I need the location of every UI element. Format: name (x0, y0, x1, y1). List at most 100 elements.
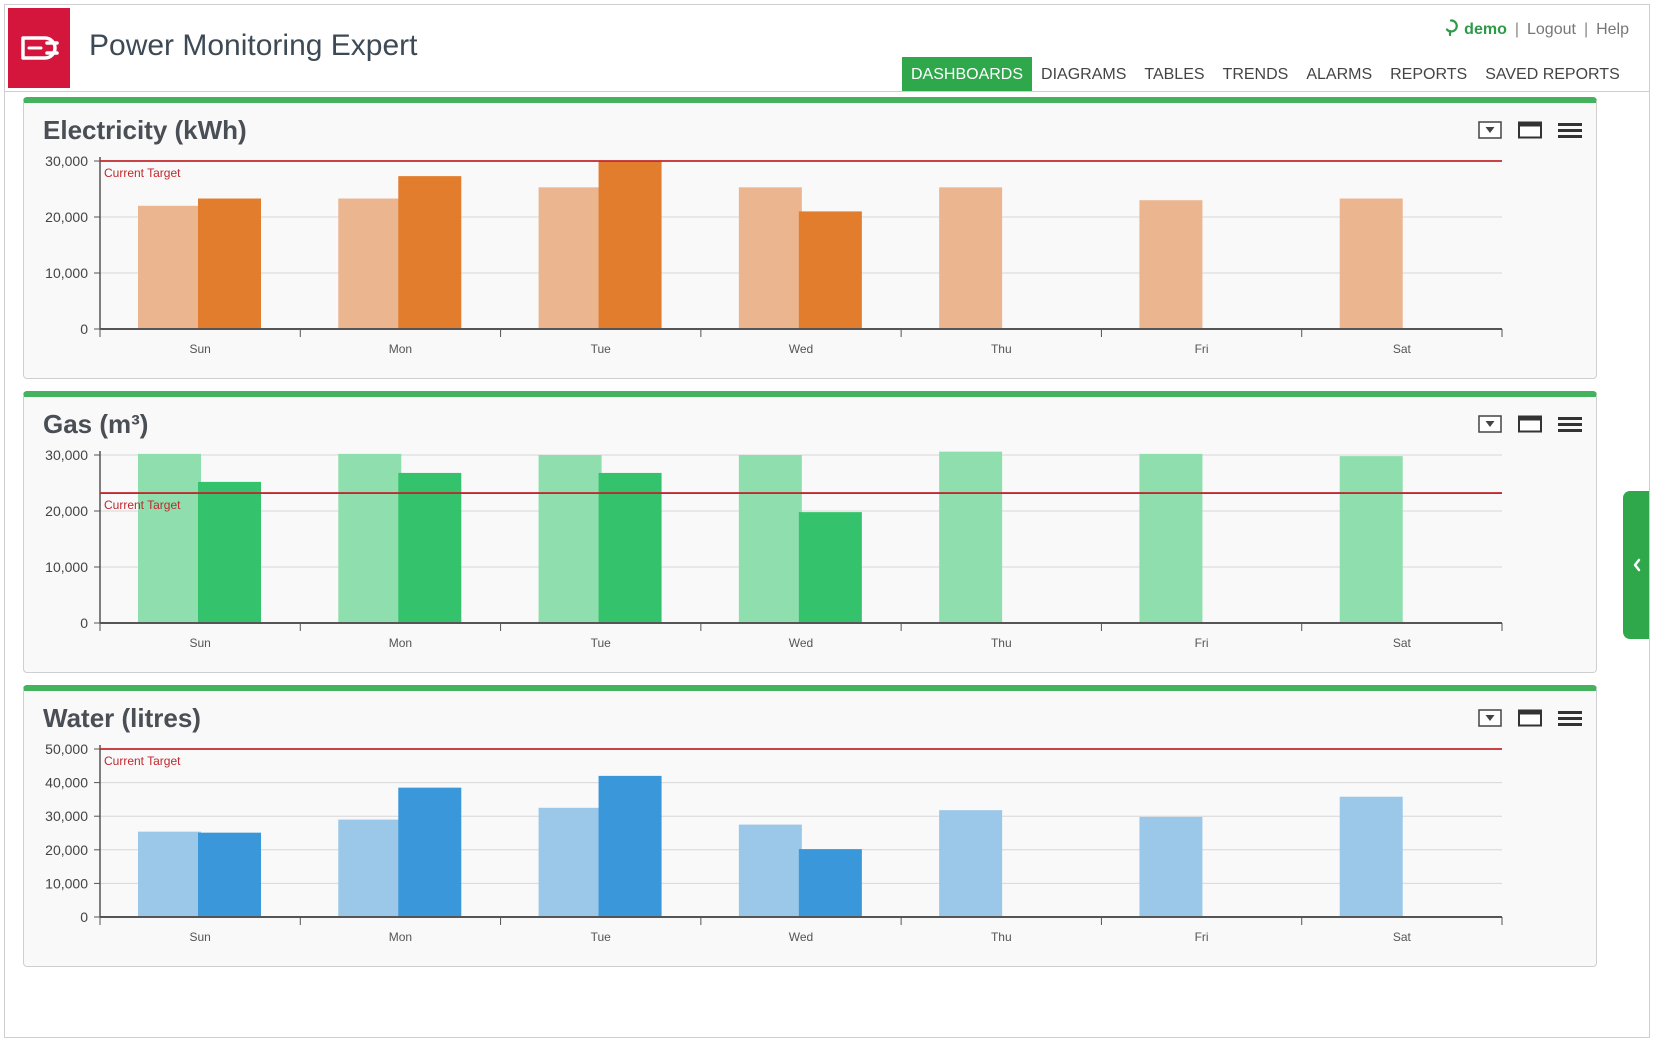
bar (1139, 200, 1203, 329)
gas-panel: Gas (m³) 0 10,000 20,000 30,000 Sun Mon Tue Wed… (23, 391, 1597, 673)
chevron-down-icon (1478, 709, 1502, 727)
menu-button[interactable] (1556, 413, 1584, 435)
y-tick-label: 20,000 (45, 503, 88, 519)
panel-title: Gas (m³) (43, 409, 149, 439)
bar (598, 775, 662, 917)
x-tick-label: Tue (591, 636, 612, 650)
x-tick-label: Sat (1393, 636, 1412, 650)
app-window: Power Monitoring Expert demo | Logout | … (4, 4, 1650, 1038)
target-label: Current Target (104, 166, 181, 180)
bar (798, 211, 862, 329)
logout-link[interactable]: Logout (1527, 21, 1576, 38)
bar (538, 807, 602, 917)
side-panel-toggle[interactable] (1623, 491, 1649, 639)
dropdown-button[interactable] (1476, 707, 1504, 729)
header: Power Monitoring Expert demo | Logout | … (5, 5, 1649, 92)
panel-tools (1476, 119, 1584, 141)
separator: | (1514, 21, 1519, 38)
bar (398, 787, 462, 917)
y-tick-label: 30,000 (45, 808, 88, 824)
bar (338, 198, 402, 329)
bar (138, 453, 201, 623)
brand-logo[interactable] (8, 8, 70, 88)
x-tick-label: Fri (1195, 930, 1209, 944)
electricity-panel: Electricity (kWh) 0 10,000 20,000 30,000 Sun… (23, 97, 1597, 379)
bar (798, 512, 862, 623)
bar (1139, 453, 1203, 623)
bar (1339, 456, 1403, 623)
bar (398, 176, 462, 329)
x-tick-label: Tue (591, 342, 612, 356)
tab-reports[interactable]: REPORTS (1390, 66, 1468, 83)
tab-saved-reports[interactable]: SAVED REPORTS (1485, 66, 1620, 83)
bar (1339, 796, 1403, 917)
hamburger-menu-icon (1558, 711, 1582, 726)
tab-diagrams[interactable]: DIAGRAMS (1041, 66, 1127, 83)
x-tick-label: Mon (389, 930, 412, 944)
water-panel: Water (litres) 0 10,000 20,000 30,000 40,000… (23, 685, 1597, 967)
menu-button[interactable] (1556, 119, 1584, 141)
x-tick-label: Mon (389, 342, 412, 356)
bar (538, 187, 602, 329)
main-nav: DASHBOARDS DIAGRAMS TABLES TRENDS ALARMS… (902, 57, 1629, 91)
help-link[interactable]: Help (1596, 21, 1629, 38)
water-chart: 0 10,000 20,000 30,000 40,000 50,000 Sun Mon Tue… (45, 741, 1503, 944)
gas-chart: 0 10,000 20,000 30,000 Sun Mon Tue Wed Thu Fri Sat… (45, 447, 1503, 650)
tab-dashboards[interactable]: DASHBOARDS (902, 57, 1033, 91)
y-tick-label: 0 (80, 615, 88, 631)
dropdown-button[interactable] (1476, 119, 1504, 141)
panel-tools (1476, 707, 1584, 729)
bar (198, 832, 261, 917)
chevron-down-icon (1478, 121, 1502, 139)
bar (198, 198, 261, 329)
app-title: Power Monitoring Expert (89, 29, 418, 62)
bar (738, 824, 802, 917)
window-icon (1518, 415, 1542, 433)
panel-tools (1476, 413, 1584, 435)
tab-alarms[interactable]: ALARMS (1306, 66, 1373, 83)
dropdown-button[interactable] (1476, 413, 1504, 435)
y-tick-label: 10,000 (45, 559, 88, 575)
y-tick-label: 50,000 (45, 741, 88, 757)
bar (338, 819, 402, 917)
electricity-chart: 0 10,000 20,000 30,000 Sun Mon Tue Wed Thu Fri Sat… (45, 153, 1503, 356)
y-tick-label: 0 (80, 321, 88, 337)
bar (138, 831, 201, 917)
bar (198, 481, 261, 623)
x-tick-label: Sat (1393, 930, 1412, 944)
y-tick-label: 20,000 (45, 842, 88, 858)
maximize-button[interactable] (1516, 413, 1544, 435)
panel-title: Water (litres) (43, 703, 201, 733)
y-tick-label: 10,000 (45, 875, 88, 891)
y-tick-label: 40,000 (45, 775, 88, 791)
bar (338, 453, 402, 623)
panel-title: Electricity (kWh) (43, 115, 247, 145)
y-tick-label: 10,000 (45, 265, 88, 281)
user-name-link[interactable]: demo (1464, 21, 1507, 38)
x-tick-label: Wed (789, 636, 813, 650)
x-tick-label: Thu (991, 636, 1012, 650)
separator: | (1583, 21, 1589, 38)
x-tick-label: Sat (1393, 342, 1412, 356)
bar (939, 451, 1003, 623)
bar (738, 187, 802, 329)
plug-logo-icon (21, 36, 59, 60)
user-links: demo | Logout | Help (1444, 19, 1629, 41)
x-tick-label: Wed (789, 930, 813, 944)
y-tick-label: 20,000 (45, 209, 88, 225)
x-tick-label: Fri (1195, 636, 1209, 650)
user-icon (1444, 19, 1458, 41)
maximize-button[interactable] (1516, 119, 1544, 141)
tab-trends[interactable]: TRENDS (1222, 66, 1289, 83)
x-tick-label: Tue (591, 930, 612, 944)
bar (738, 455, 802, 623)
y-tick-label: 30,000 (45, 153, 88, 169)
maximize-button[interactable] (1516, 707, 1544, 729)
y-tick-label: 0 (80, 909, 88, 925)
chevron-left-icon (1633, 558, 1641, 572)
menu-button[interactable] (1556, 707, 1584, 729)
x-tick-label: Thu (991, 930, 1012, 944)
window-icon (1518, 709, 1542, 727)
bar (1339, 198, 1403, 329)
tab-tables[interactable]: TABLES (1144, 66, 1205, 83)
